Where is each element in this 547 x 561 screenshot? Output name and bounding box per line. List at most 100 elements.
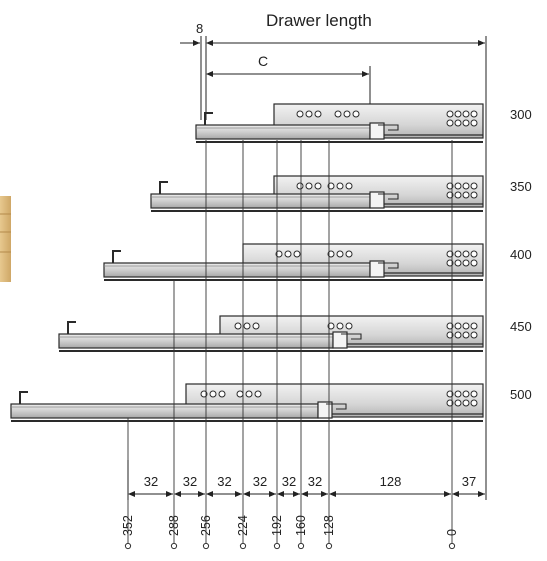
front-hook [112, 250, 121, 263]
hole-position-labels: 352 288 256 224 192 160 128 0 [121, 515, 459, 536]
latch-block [369, 260, 385, 278]
mount-hole [314, 110, 322, 118]
rear-hole [454, 390, 462, 398]
rear-hole [454, 250, 462, 258]
latch-spring [326, 403, 347, 410]
mount-hole [252, 322, 260, 330]
rear-hole [454, 119, 462, 127]
drawer-rail [58, 333, 334, 349]
mount-hole [236, 390, 244, 398]
mount-hole [218, 390, 226, 398]
rear-hole [470, 259, 478, 267]
slides-group [10, 103, 484, 422]
mount-hole [345, 182, 353, 190]
rear-hole [454, 110, 462, 118]
rear-hole [462, 390, 470, 398]
rear-hole [462, 259, 470, 267]
rear-hole [470, 322, 478, 330]
mount-hole [293, 250, 301, 258]
rear-hole [446, 322, 454, 330]
rear-hole [470, 250, 478, 258]
rear-hole [446, 110, 454, 118]
mount-hole [243, 322, 251, 330]
reference-hole-marker [170, 542, 178, 550]
latch-spring [378, 124, 399, 131]
mount-hole [284, 250, 292, 258]
latch-block [369, 122, 385, 140]
mount-hole [314, 182, 322, 190]
slide-length-label: 300 [510, 107, 532, 122]
mount-hole [200, 390, 208, 398]
front-hook [159, 181, 168, 194]
offset-label: 8 [196, 21, 203, 36]
mount-hole [334, 110, 342, 118]
front-hook [19, 391, 28, 404]
latch-block [317, 401, 333, 419]
rear-hole [470, 119, 478, 127]
hole-position-label: 256 [199, 515, 213, 536]
drawer-length-label: Drawer length [266, 11, 372, 30]
hole-position-label: 128 [322, 515, 336, 536]
slide-350 [150, 175, 484, 212]
spacing-label: 32 [282, 474, 296, 489]
rear-hole [470, 390, 478, 398]
rear-hole [470, 110, 478, 118]
front-hook [204, 112, 213, 125]
mount-hole [336, 322, 344, 330]
rear-hole [446, 390, 454, 398]
slide-500 [10, 383, 484, 422]
hole-position-label: 0 [445, 529, 459, 536]
top-dimensions: Drawer length 8 C [180, 11, 487, 460]
mount-hole [327, 322, 335, 330]
mount-hole [305, 110, 313, 118]
wood-panel [0, 196, 11, 282]
hole-position-label: 160 [294, 515, 308, 536]
rear-hole [446, 259, 454, 267]
rear-hole [470, 182, 478, 190]
mount-hole [296, 182, 304, 190]
slide-length-labels: 300 350 400 450 500 [510, 107, 532, 402]
mount-hole [352, 110, 360, 118]
spacing-label: 32 [144, 474, 158, 489]
spacing-label: 32 [183, 474, 197, 489]
slide-length-label: 450 [510, 319, 532, 334]
mount-hole [254, 390, 262, 398]
latch-block [332, 331, 348, 349]
spacing-dimension-chain: 32 32 32 32 32 32 128 37 [127, 460, 487, 500]
spacing-label: 37 [462, 474, 476, 489]
slide-400 [103, 243, 484, 281]
spacing-label: 128 [380, 474, 402, 489]
reference-hole-marker [297, 542, 305, 550]
mount-hole [336, 250, 344, 258]
latch-block [369, 191, 385, 209]
rear-hole [446, 191, 454, 199]
rear-hole [470, 331, 478, 339]
reference-hole-marker [202, 542, 210, 550]
drawer-rail [195, 124, 371, 140]
latch-spring [378, 262, 399, 269]
rear-hole [462, 331, 470, 339]
reference-hole-marker [448, 542, 456, 550]
rear-hole [454, 182, 462, 190]
slide-300 [195, 103, 484, 143]
rear-hole [454, 322, 462, 330]
slide-length-label: 400 [510, 247, 532, 262]
rear-hole [446, 119, 454, 127]
rear-hole [462, 250, 470, 258]
reference-hole-marker [239, 542, 247, 550]
spacing-label: 32 [217, 474, 231, 489]
slide-length-label: 500 [510, 387, 532, 402]
drawer-rail [10, 403, 319, 419]
latch-spring [378, 193, 399, 200]
c-label: C [258, 53, 268, 69]
rear-hole [462, 182, 470, 190]
reference-hole-marker [325, 542, 333, 550]
rear-hole [470, 191, 478, 199]
rear-hole [462, 119, 470, 127]
hole-position-label: 288 [167, 515, 181, 536]
hole-position-label: 352 [121, 515, 135, 536]
latch-spring [341, 333, 362, 340]
rear-hole [462, 322, 470, 330]
